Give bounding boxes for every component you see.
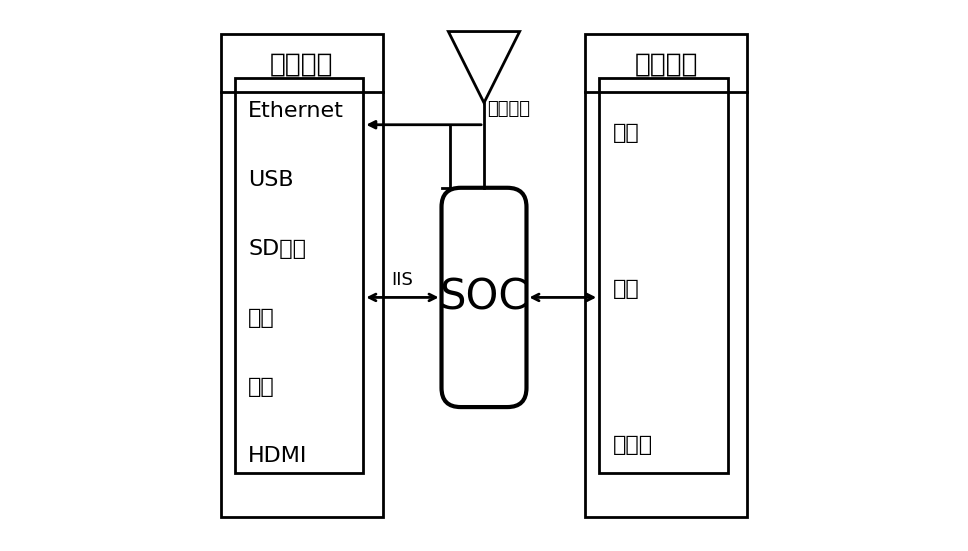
FancyBboxPatch shape bbox=[221, 34, 382, 517]
FancyBboxPatch shape bbox=[586, 34, 747, 517]
Text: 按键: 按键 bbox=[613, 279, 640, 299]
FancyBboxPatch shape bbox=[599, 78, 728, 473]
Text: SD卡坐: SD卡坐 bbox=[248, 239, 306, 259]
Polygon shape bbox=[448, 31, 520, 103]
Text: 同轴: 同轴 bbox=[248, 308, 275, 328]
Text: 显示器: 显示器 bbox=[613, 435, 653, 456]
FancyBboxPatch shape bbox=[441, 188, 527, 407]
Text: HDMI: HDMI bbox=[248, 446, 308, 466]
Text: 媒体接口: 媒体接口 bbox=[270, 51, 333, 78]
Text: 红外: 红外 bbox=[613, 123, 640, 143]
Text: USB: USB bbox=[248, 170, 294, 190]
Text: SOC: SOC bbox=[439, 277, 529, 318]
Text: 控制信号: 控制信号 bbox=[487, 100, 529, 118]
Text: Ethernet: Ethernet bbox=[248, 101, 345, 121]
Text: 光纤: 光纤 bbox=[248, 377, 275, 397]
Text: IIS: IIS bbox=[391, 271, 413, 289]
Text: 人机接口: 人机接口 bbox=[635, 51, 698, 78]
FancyBboxPatch shape bbox=[234, 78, 363, 473]
